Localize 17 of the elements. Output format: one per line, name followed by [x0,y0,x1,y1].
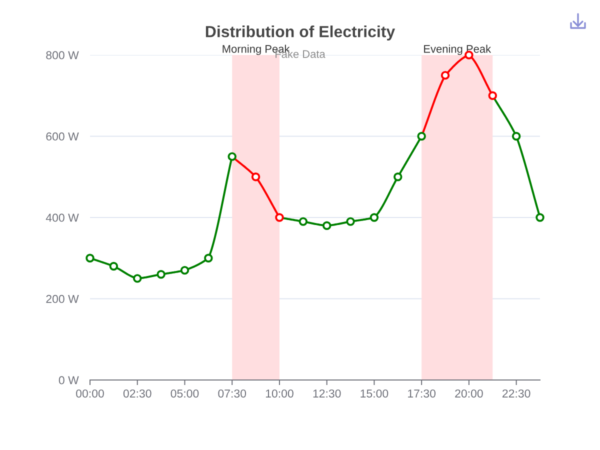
x-tick-label: 05:00 [170,389,199,398]
y-tick-label: 0 W [58,376,79,384]
x-tick-label: 12:30 [313,389,341,398]
x-tick-label: 07:30 [218,389,246,398]
x-tick-label: 00:00 [76,389,104,398]
y-tick-label: 400 W [46,214,79,222]
x-tick-label: 15:00 [360,389,388,398]
y-tick-label: 200 W [46,294,79,304]
x-tick-label: 02:30 [123,389,152,398]
y-tick-label: 600 W [46,132,79,141]
x-tick-label: 17:30 [408,389,436,398]
x-tick-label: 10:00 [266,389,294,398]
x-tick-label: 22:30 [502,389,530,398]
chart-title: Distribution of Electricity [206,26,396,40]
x-tick-label: 20:00 [455,389,483,398]
y-tick-label: 800 W [46,51,79,60]
band-label: Evening Peak [424,44,492,55]
